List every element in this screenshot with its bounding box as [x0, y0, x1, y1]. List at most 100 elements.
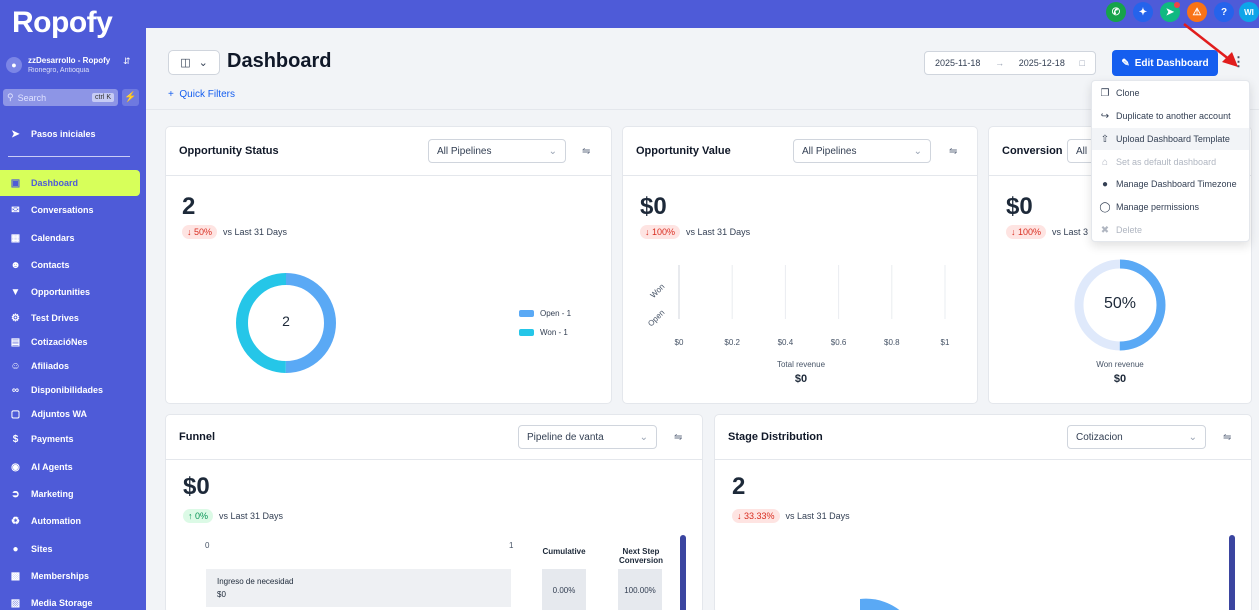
- menu-item-manage-permissions[interactable]: ◯ Manage permissions: [1092, 196, 1249, 218]
- legend-swatch: [519, 310, 534, 317]
- quick-filters-link[interactable]: + Quick Filters: [168, 89, 235, 100]
- menu-item-label: Upload Dashboard Template: [1116, 134, 1230, 144]
- pie-slice[interactable]: [860, 598, 905, 610]
- sidebar-item-pasos-iniciales[interactable]: ➤ Pasos iniciales: [0, 121, 140, 147]
- menu-item-clone[interactable]: ❐ Clone: [1092, 82, 1249, 104]
- scrollbar[interactable]: [1229, 535, 1235, 610]
- sidebar-item-dashboard[interactable]: ▣ Dashboard: [0, 170, 140, 196]
- donut-slice-won[interactable]: [236, 273, 336, 373]
- search-icon: ⚲: [7, 92, 14, 102]
- dollar-icon: $: [12, 433, 19, 445]
- sidebar-item-label: Calendars: [31, 233, 75, 243]
- scrollbar[interactable]: [680, 535, 686, 610]
- search-shortcut: ctrl K: [92, 93, 114, 102]
- annotation-arrow: [1183, 23, 1238, 67]
- sidebar-item-marketing[interactable]: ➲ Marketing: [0, 481, 140, 507]
- quick-action-bolt-icon[interactable]: ⚡: [122, 89, 139, 106]
- sidebar-item-conversations[interactable]: ✉ Conversations: [0, 197, 140, 223]
- globe-icon: ●: [12, 543, 19, 555]
- y-category-label: Open: [646, 308, 666, 328]
- select-value: Pipeline de vanta: [527, 431, 604, 443]
- opportunity-status-card: Opportunity Status All Pipelines ⌄ ⇋ 2 ↓ …: [165, 126, 612, 404]
- filter-settings-icon[interactable]: ⇋: [582, 146, 591, 157]
- filter-settings-icon[interactable]: ⇋: [949, 146, 958, 157]
- chevron-down-icon: ⌄: [548, 145, 557, 157]
- trend-value: 50%: [194, 227, 213, 237]
- account-switcher[interactable]: ● zzDesarrollo - Ropofy Rionegro, Antioq…: [6, 50, 140, 80]
- y-category-label: Won: [649, 282, 667, 300]
- help-icon[interactable]: ?: [1214, 2, 1234, 22]
- chevron-down-icon: ⌄: [1188, 431, 1197, 443]
- notifications-bell-icon[interactable]: ⚠: [1187, 2, 1207, 22]
- trend-compare: vs Last 3: [1052, 227, 1089, 237]
- sidebar-item-memberships[interactable]: ▩ Memberships: [0, 563, 140, 589]
- stage-select[interactable]: Cotizacion ⌄: [1067, 425, 1206, 449]
- brand-logo[interactable]: Ropofy: [12, 6, 113, 39]
- membership-icon: ▩: [10, 570, 21, 582]
- announcement-icon[interactable]: ➤: [1160, 2, 1180, 22]
- dashboard-icon: ▣: [10, 177, 21, 189]
- pipeline-select[interactable]: All Pipelines ⌄: [793, 139, 931, 163]
- sidebar-item-automation[interactable]: ♻ Automation: [0, 508, 140, 534]
- card-title: Stage Distribution: [728, 431, 823, 443]
- trend-badge: ↓ 100%: [640, 225, 681, 239]
- sidebar-item-sites[interactable]: ● Sites: [0, 536, 140, 562]
- select-value: Cotizacion: [1076, 431, 1123, 443]
- sidebar-item-calendars[interactable]: ▦ Calendars: [0, 225, 140, 251]
- sparkle-icon[interactable]: ✦: [1133, 2, 1153, 22]
- pencil-icon: ✎: [1121, 57, 1130, 69]
- menu-item-label: Manage permissions: [1116, 202, 1200, 212]
- stage-name: Ingreso de necesidad: [217, 577, 294, 586]
- cumulative-header: Cumulative: [542, 547, 586, 556]
- sidebar-item-ai-agents[interactable]: ◉ AI Agents: [0, 454, 140, 480]
- phone-icon[interactable]: ✆: [1106, 2, 1126, 22]
- sidebar-item-label: AI Agents: [31, 462, 73, 472]
- filter-settings-icon[interactable]: ⇋: [1223, 432, 1232, 443]
- sidebar-item-label: Conversations: [31, 205, 94, 215]
- sidebar-item-label: Disponibilidades: [31, 385, 104, 395]
- trend-value: 33.33%: [744, 511, 775, 521]
- menu-item-duplicate-to-another-account[interactable]: ↪ Duplicate to another account: [1092, 105, 1249, 127]
- sidebar-item-opportunities[interactable]: ▼ Opportunities: [0, 279, 140, 305]
- sidebar-item-label: Marketing: [31, 489, 74, 499]
- stage-pie-chart: [860, 598, 905, 610]
- pipeline-select[interactable]: All Pipelines ⌄: [428, 139, 566, 163]
- date-range-picker[interactable]: 2025-11-18 → 2025-12-18 □: [924, 51, 1096, 75]
- sidebar-item-label: Contacts: [31, 260, 70, 270]
- layout-switch-button[interactable]: ◫ ⌄: [168, 50, 220, 75]
- trend-compare: vs Last 31 Days: [219, 511, 284, 521]
- edit-dashboard-label: Edit Dashboard: [1134, 57, 1209, 69]
- trend-compare: vs Last 31 Days: [686, 227, 751, 237]
- user-avatar[interactable]: WI: [1239, 2, 1259, 22]
- pipeline-select[interactable]: Pipeline de vanta ⌄: [518, 425, 657, 449]
- filter-settings-icon[interactable]: ⇋: [674, 432, 683, 443]
- trend-compare: vs Last 31 Days: [223, 227, 288, 237]
- trend-badge: ↓ 50%: [182, 225, 218, 239]
- sidebar-item-afiliados[interactable]: ☺ Afiliados: [0, 353, 140, 379]
- sidebar-item-cotizaci-nes[interactable]: ▤ CotizacióNes: [0, 329, 140, 355]
- sidebar-item-adjuntos-wa[interactable]: ▢ Adjuntos WA: [0, 401, 140, 427]
- sidebar-item-label: Adjuntos WA: [31, 409, 87, 419]
- sidebar-item-test-drives[interactable]: ⚙ Test Drives: [0, 305, 140, 331]
- megaphone-icon: ➲: [11, 488, 20, 500]
- chat-icon: ✉: [11, 204, 20, 216]
- menu-item-upload-dashboard-template[interactable]: ⇧ Upload Dashboard Template: [1092, 128, 1249, 150]
- clone-icon: ❐: [1100, 87, 1110, 99]
- sidebar-item-media-storage[interactable]: ▨ Media Storage: [0, 590, 140, 610]
- menu-item-delete: ✖ Delete: [1092, 219, 1249, 241]
- account-location: Rionegro, Antioquia: [28, 66, 90, 74]
- funnel-stage-row[interactable]: Ingreso de necesidad $0: [206, 569, 511, 607]
- sidebar-item-label: Sites: [31, 544, 53, 554]
- trend-value: 100%: [1018, 227, 1042, 237]
- chevron-down-icon: ⌄: [913, 145, 922, 157]
- sidebar-item-contacts[interactable]: ☻ Contacts: [0, 252, 140, 278]
- menu-item-manage-dashboard-timezone[interactable]: ● Manage Dashboard Timezone: [1092, 173, 1249, 195]
- edit-dashboard-button[interactable]: ✎ Edit Dashboard: [1112, 50, 1218, 76]
- sidebar-item-payments[interactable]: $ Payments: [0, 426, 140, 452]
- document-icon: ▤: [10, 336, 21, 348]
- metric-value: $0: [183, 473, 210, 500]
- search-input[interactable]: ⚲ Search ctrl K: [3, 89, 118, 106]
- sidebar-item-disponibilidades[interactable]: ∞ Disponibilidades: [0, 377, 140, 403]
- account-icon: ●: [6, 57, 22, 73]
- page-title: Dashboard: [227, 50, 332, 72]
